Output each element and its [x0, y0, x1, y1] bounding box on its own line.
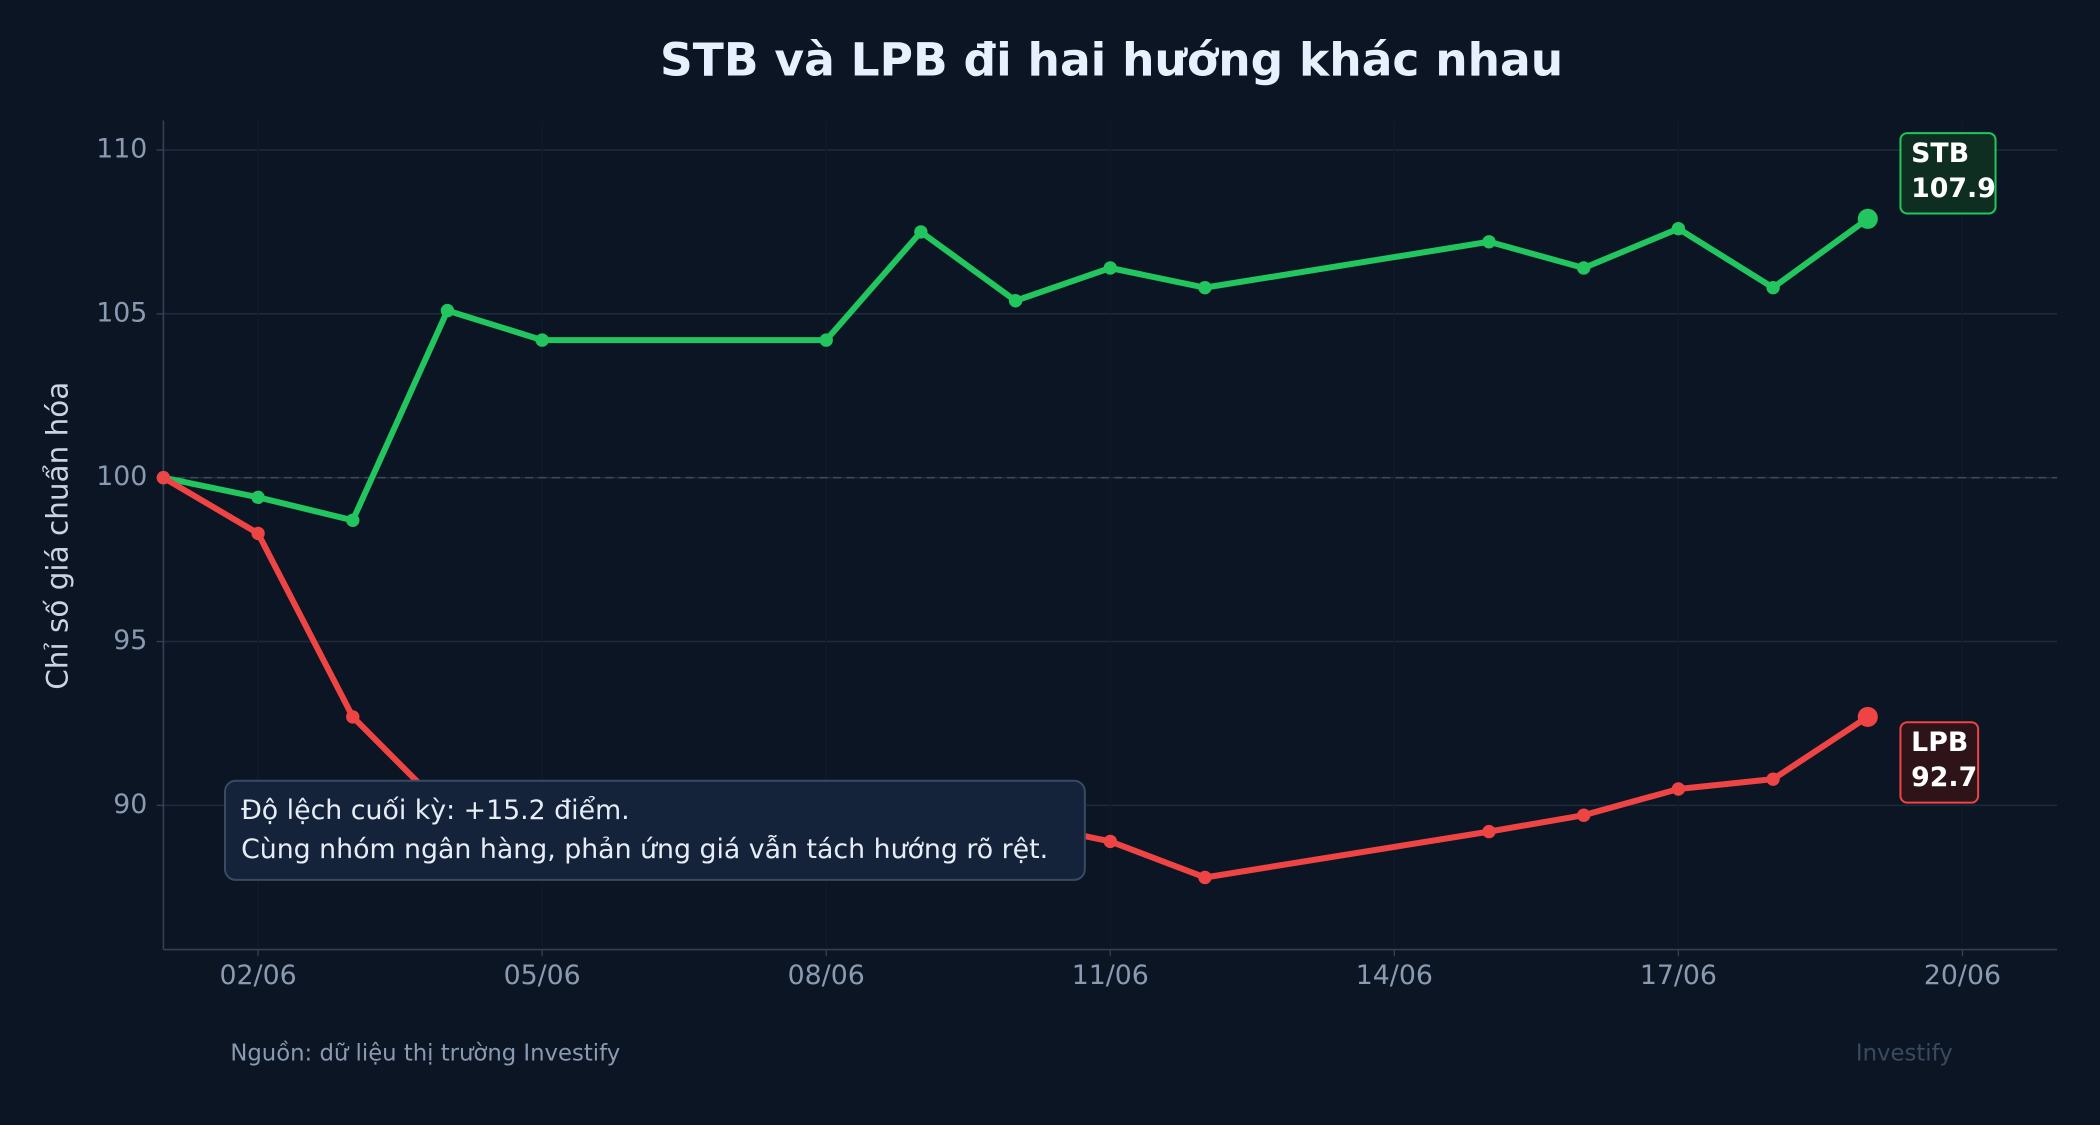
x-tick-label: 05/06 — [504, 960, 581, 991]
x-tick-label: 17/06 — [1640, 960, 1717, 991]
point — [251, 490, 265, 505]
point — [346, 710, 360, 724]
end-label-box — [1899, 721, 1980, 804]
point — [1766, 772, 1780, 786]
end-label-name: LPB — [1911, 727, 1968, 758]
point — [1482, 824, 1496, 839]
y-axis-label: Chỉ số giá chuẩn hóa — [39, 382, 74, 690]
watermark: Investify — [1856, 1041, 1953, 1067]
end-labels: STB 107.9 LPB 92.7 — [1899, 132, 1997, 804]
y-tick-label: 95 — [113, 625, 147, 656]
point — [1766, 280, 1780, 295]
point — [914, 225, 928, 239]
point — [1671, 782, 1686, 796]
point — [535, 333, 549, 347]
y-tick-label: 100 — [96, 461, 147, 492]
y-tick-label: 90 — [113, 789, 147, 820]
annotation-line: Cùng nhóm ngân hàng, phản ứng giá vẫn tá… — [241, 834, 1048, 865]
end-label-value: 107.9 — [1911, 173, 1996, 204]
point — [1198, 870, 1212, 885]
end-label-box — [1899, 132, 1997, 215]
y-tick-label: 105 — [96, 297, 147, 328]
annotation-box — [223, 779, 1086, 881]
x-tick-label: 08/06 — [788, 960, 865, 991]
annotation: Độ lệch cuối kỳ: +15.2 điểm. Cùng nhóm n… — [223, 779, 1086, 881]
point — [1198, 280, 1212, 295]
x-tick-label: 14/06 — [1356, 960, 1433, 991]
point — [1482, 235, 1496, 249]
point — [156, 471, 171, 485]
point — [1577, 261, 1591, 275]
point — [1671, 221, 1686, 236]
chart-title: STB và LPB đi hai hướng khác nhau — [660, 33, 1563, 86]
point — [440, 303, 455, 318]
x-tick-label: 20/06 — [1924, 960, 2001, 991]
point — [1103, 834, 1117, 849]
point — [819, 333, 833, 347]
x-tick-label: 11/06 — [1072, 960, 1149, 991]
point — [1103, 261, 1117, 275]
y-tick-label: 110 — [96, 134, 147, 165]
end-label-value: 92.7 — [1911, 762, 1977, 793]
point — [1857, 208, 1878, 229]
annotation-line: Độ lệch cuối kỳ: +15.2 điểm. — [241, 795, 630, 826]
point — [1577, 808, 1591, 822]
source: Nguồn: dữ liệu thị trường Investify — [230, 1041, 620, 1067]
point — [251, 526, 265, 541]
point — [1008, 294, 1023, 308]
point — [1857, 706, 1878, 727]
grid: 90 95 100 105 110 02/06 05/06 08/06 11/06 14/06 17… — [96, 120, 2058, 991]
end-label-name: STB — [1911, 138, 1969, 169]
x-tick-label: 02/06 — [220, 960, 297, 991]
point — [346, 513, 360, 527]
